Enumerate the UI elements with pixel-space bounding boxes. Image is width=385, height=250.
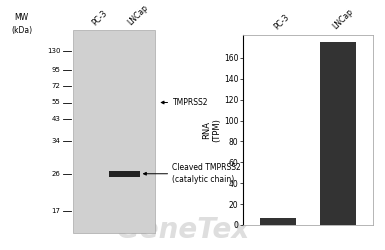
Text: GeneTex: GeneTex — [117, 216, 249, 244]
Bar — [109, 171, 140, 176]
Text: (kDa): (kDa) — [11, 26, 32, 35]
Text: 55: 55 — [52, 100, 60, 105]
Text: 17: 17 — [51, 208, 60, 214]
Text: 34: 34 — [52, 138, 60, 144]
Text: PC-3: PC-3 — [272, 12, 291, 31]
Text: 95: 95 — [52, 67, 60, 73]
Text: 72: 72 — [52, 83, 60, 89]
Text: 130: 130 — [47, 48, 60, 54]
Text: PC-3: PC-3 — [90, 9, 109, 28]
Bar — [320, 42, 356, 225]
Text: 26: 26 — [52, 171, 60, 177]
Text: LNCap: LNCap — [126, 4, 150, 28]
Text: LNCap: LNCap — [331, 7, 355, 31]
Text: (catalytic chain): (catalytic chain) — [172, 176, 235, 184]
Text: 43: 43 — [52, 116, 60, 122]
Text: MW: MW — [15, 13, 28, 22]
Text: Cleaved TMPRSS2: Cleaved TMPRSS2 — [172, 163, 241, 172]
Bar — [260, 218, 296, 225]
Y-axis label: RNA
(TPM): RNA (TPM) — [202, 118, 221, 142]
Bar — [73, 30, 155, 232]
Text: TMPRSS2: TMPRSS2 — [172, 98, 208, 107]
